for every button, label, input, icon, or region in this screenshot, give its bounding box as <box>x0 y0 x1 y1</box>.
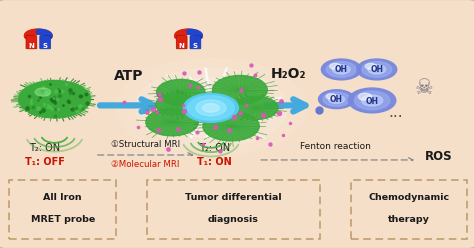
Text: ①Structural MRI: ①Structural MRI <box>111 140 180 149</box>
Circle shape <box>321 59 361 80</box>
Circle shape <box>183 93 238 122</box>
Text: S: S <box>192 43 198 49</box>
Text: T₂: ON: T₂: ON <box>29 143 61 153</box>
Text: diagnosis: diagnosis <box>208 215 259 224</box>
Text: H₂O₂: H₂O₂ <box>271 67 306 81</box>
FancyBboxPatch shape <box>176 35 187 49</box>
Circle shape <box>19 81 90 118</box>
Circle shape <box>362 62 392 77</box>
Text: N: N <box>28 43 34 49</box>
Circle shape <box>212 75 267 104</box>
Circle shape <box>146 108 198 136</box>
Circle shape <box>332 65 350 74</box>
Circle shape <box>154 78 268 138</box>
Circle shape <box>357 59 397 80</box>
Circle shape <box>188 96 234 120</box>
Text: OH: OH <box>335 65 348 74</box>
Text: OH: OH <box>370 65 383 74</box>
Text: ROS: ROS <box>425 150 452 163</box>
Circle shape <box>365 63 376 69</box>
Circle shape <box>319 90 355 109</box>
Text: OH: OH <box>365 96 379 106</box>
Text: Tumor differential: Tumor differential <box>185 193 282 202</box>
Text: T₁: OFF: T₁: OFF <box>25 157 65 167</box>
Circle shape <box>361 95 383 106</box>
Circle shape <box>156 94 196 115</box>
FancyBboxPatch shape <box>26 35 37 49</box>
Circle shape <box>234 96 278 120</box>
Circle shape <box>203 104 219 112</box>
Text: ☠: ☠ <box>415 78 434 98</box>
Circle shape <box>326 62 356 77</box>
FancyBboxPatch shape <box>40 35 51 49</box>
Circle shape <box>323 92 350 106</box>
Text: therapy: therapy <box>388 215 430 224</box>
Text: Fenton reaction: Fenton reaction <box>300 142 371 151</box>
FancyBboxPatch shape <box>190 35 201 49</box>
Circle shape <box>135 68 287 148</box>
Circle shape <box>196 100 226 116</box>
Circle shape <box>355 91 390 110</box>
Text: S: S <box>42 43 47 49</box>
Circle shape <box>330 63 341 69</box>
Text: MRET probe: MRET probe <box>31 215 95 224</box>
Circle shape <box>368 65 386 74</box>
Text: ATP: ATP <box>114 69 144 83</box>
Text: ②Molecular MRI: ②Molecular MRI <box>111 160 180 169</box>
Text: ...: ... <box>389 105 403 120</box>
Text: T₁: ON: T₁: ON <box>197 157 232 167</box>
Circle shape <box>358 93 372 100</box>
Text: T₂: ON: T₂: ON <box>199 143 230 153</box>
Circle shape <box>203 111 259 141</box>
Circle shape <box>328 95 345 103</box>
Text: All Iron: All Iron <box>44 193 82 202</box>
Circle shape <box>116 58 306 157</box>
Text: OH: OH <box>330 95 343 104</box>
Circle shape <box>326 94 336 99</box>
Text: N: N <box>179 43 184 49</box>
Text: Chemodynamic: Chemodynamic <box>368 193 449 202</box>
Circle shape <box>348 88 396 113</box>
Circle shape <box>156 79 205 105</box>
Circle shape <box>35 88 51 96</box>
